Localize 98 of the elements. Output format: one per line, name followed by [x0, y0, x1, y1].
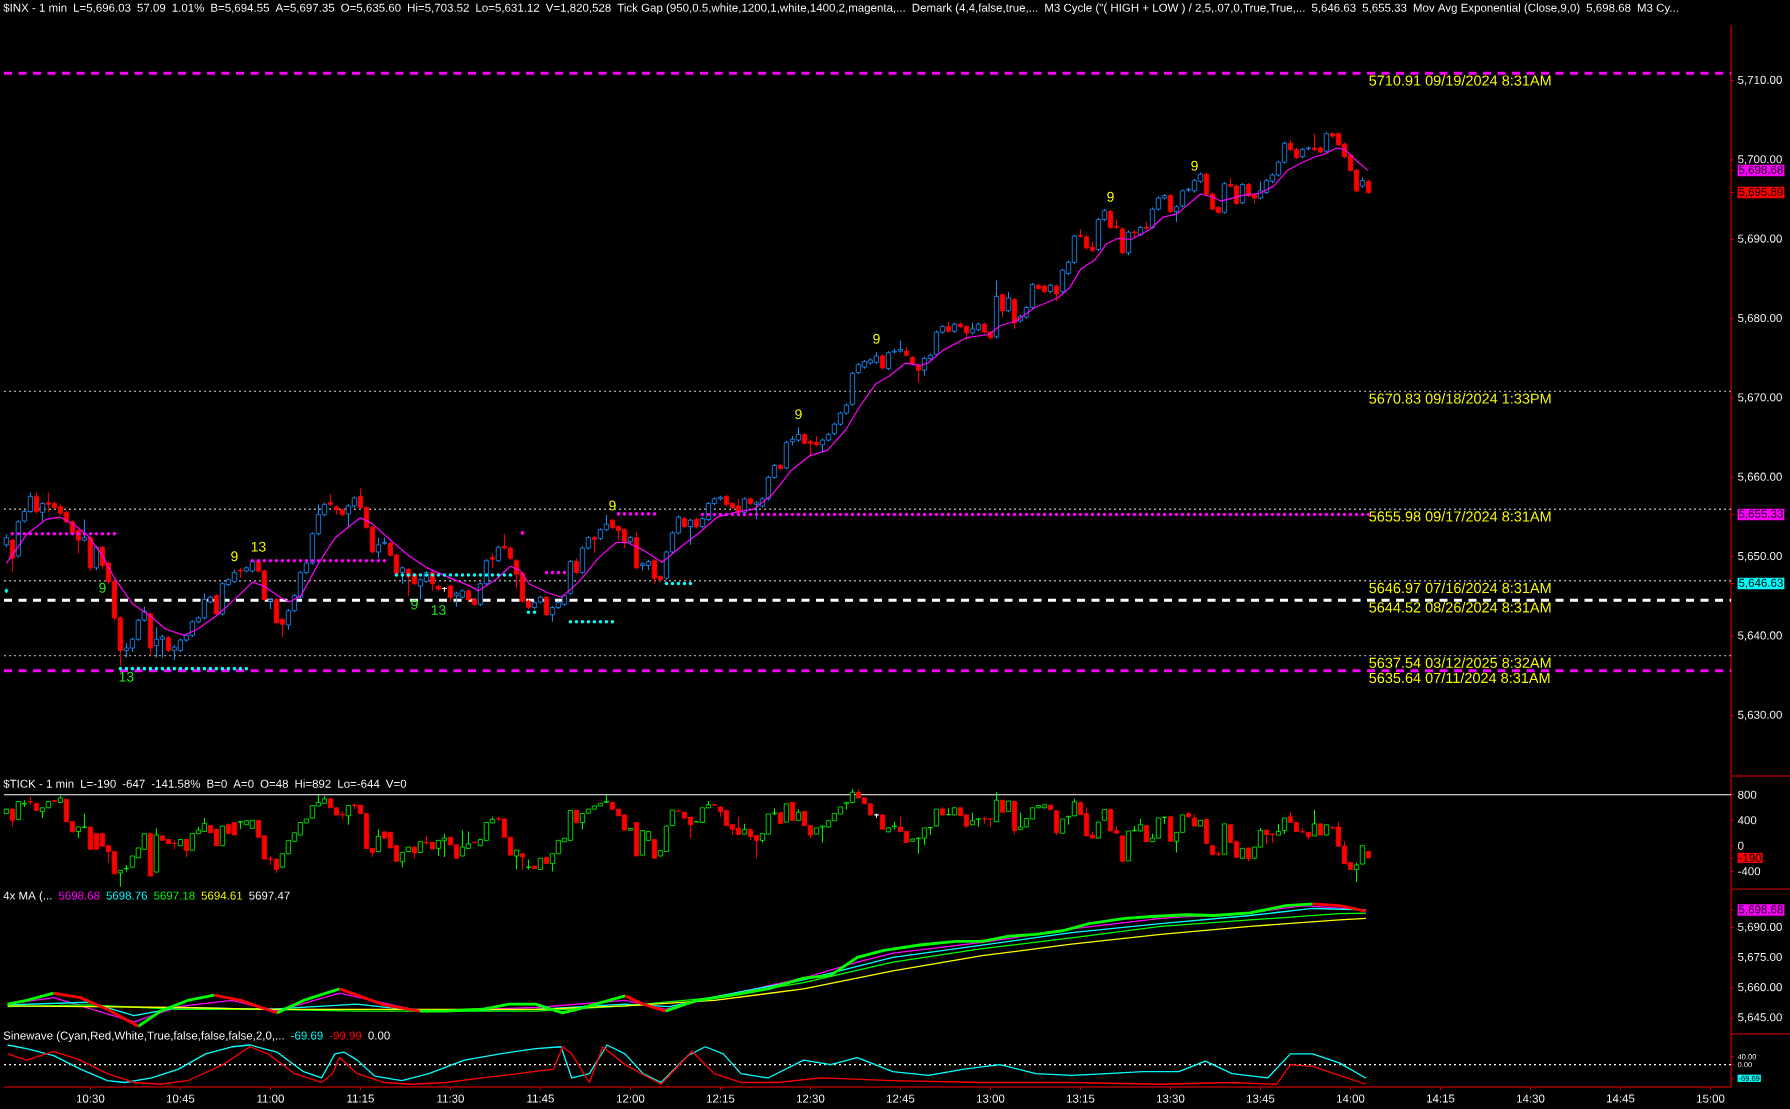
chart-title: 4x MA (... — [3, 891, 52, 902]
ref-line-label: 5637.54 03/12/2025 8:32AM — [1369, 657, 1551, 668]
y-tick-label: 5,640.00 — [1738, 631, 1782, 641]
series-label: -99.99 — [329, 1031, 362, 1040]
text: A=5,697.35 — [275, 3, 335, 14]
annotation: 9 — [231, 551, 238, 562]
annotation: -647 — [122, 779, 145, 788]
x-tick-label: 10:45 — [166, 1094, 195, 1103]
y-tick-label: 5,660.00 — [1738, 472, 1782, 483]
x-tick-label: 14:45 — [1607, 1094, 1635, 1103]
text: 5,646.63 — [1311, 3, 1356, 14]
x-tick-label: 12:15 — [706, 1094, 735, 1103]
annotation: 9 — [99, 582, 106, 593]
y-tick-label: -400 — [1738, 867, 1761, 876]
annotation: 13 — [431, 605, 446, 615]
y-tick-label: 5,650.00 — [1738, 551, 1782, 562]
annotation: A=0 — [233, 779, 254, 788]
y-tick-label: 5,690.00 — [1738, 234, 1782, 245]
chart-title: Sinewave (Cyan,Red,White,True,false,false,false,2,0,... — [3, 1031, 284, 1042]
x-tick-label: 12:00 — [616, 1094, 645, 1103]
annotation: 0.00 — [368, 1031, 390, 1040]
ref-line-label: 5655.98 09/17/2024 8:31AM — [1369, 510, 1551, 522]
x-tick-label: 10:30 — [76, 1094, 105, 1103]
y-tick-label: 800 — [1738, 790, 1757, 799]
chart-title: $INX - 1 min — [3, 3, 67, 13]
ref-line-label: 5644.52 08/26/2024 8:31AM — [1369, 601, 1551, 613]
x-tick-label: 12:30 — [796, 1094, 825, 1103]
annotation: B=0 — [207, 779, 227, 788]
annotation: Lo=-644 — [338, 779, 380, 788]
x-tick-label: 15:00 — [1697, 1094, 1725, 1103]
x-tick-label: 13:45 — [1246, 1094, 1275, 1103]
text: Hi=5,703.52 — [408, 3, 469, 14]
annotation: 9 — [1191, 160, 1198, 171]
annotation: 13 — [251, 541, 266, 552]
x-tick-label: 11:15 — [347, 1094, 374, 1103]
text: O=5,635.60 — [341, 3, 401, 14]
text: L=5,696.03 — [74, 3, 131, 14]
annotation: 9 — [873, 333, 880, 344]
x-tick-label: 13:15 — [1066, 1094, 1095, 1103]
annotation: O=48 — [260, 779, 289, 788]
text: 57.09 — [137, 3, 166, 12]
x-tick-label: 11:00 — [257, 1094, 284, 1103]
y-tick-label: 5,655.33 — [1739, 509, 1783, 520]
x-tick-label: 13:00 — [976, 1094, 1005, 1103]
text: B=5,694.55 — [211, 3, 270, 14]
y-tick-label: 5,690.00 — [1738, 922, 1782, 933]
text: 5698.68 — [58, 891, 100, 900]
ref-line-label: 5635.64 07/11/2024 8:31AM — [1369, 672, 1550, 684]
x-tick-label: 14:30 — [1516, 1094, 1545, 1103]
y-tick-label: 5,698.68 — [1739, 165, 1783, 176]
text: V=1,820,528 — [545, 3, 611, 14]
y-tick-label: 5,645.00 — [1738, 1013, 1782, 1023]
y-tick-label: 5,630.00 — [1738, 710, 1782, 721]
text: 5,655.33 — [1362, 3, 1407, 14]
y-tick-label: 5,698.68 — [1739, 905, 1783, 915]
text: Mov Avg Exponential (Close,9,0) — [1413, 3, 1580, 15]
y-tick-label: 5,695.89 — [1739, 187, 1783, 198]
annotation: V=0 — [385, 779, 407, 788]
y-tick-label: -190 — [1739, 853, 1762, 862]
text: Tick Gap (950,0.5,white,1200,1,white,1400,2,magenta,... — [617, 3, 905, 15]
annotation: 5697.47 — [249, 891, 290, 900]
chart-title: $TICK - 1 min — [3, 779, 74, 789]
y-tick-label: 0 — [1738, 841, 1744, 850]
y-tick-label: 5,710.00 — [1738, 75, 1782, 86]
x-tick-label: 14:00 — [1336, 1094, 1365, 1103]
annotation: Hi=892 — [295, 779, 331, 788]
x-tick-label: 11:30 — [437, 1094, 464, 1103]
text: M3 Cycle ("( HIGH + LOW ) / 2,5,.07,0,True,True,... — [1045, 3, 1305, 15]
text: 5698.76 — [106, 891, 148, 900]
text: Lo=5,631.12 — [476, 3, 540, 14]
y-tick-label: 5,670.00 — [1738, 393, 1782, 403]
text: 5694.61 — [201, 891, 243, 900]
annotation: 9 — [411, 599, 418, 610]
ref-line-label: 5670.83 09/18/2024 1:33PM — [1369, 393, 1551, 404]
y-tick-label: 400 — [1737, 816, 1757, 825]
y-tick-label: 5,680.00 — [1738, 313, 1782, 324]
x-tick-label: 14:15 — [1426, 1094, 1455, 1103]
annotation: L=-190 — [81, 779, 116, 788]
series-label: -69.69 — [291, 1031, 323, 1040]
y-tick-label: 5,675.00 — [1738, 952, 1782, 963]
annotation: -141.58% — [151, 779, 201, 788]
annotation: 9 — [1107, 191, 1114, 202]
annotation: 9 — [795, 409, 802, 420]
x-tick-label: 13:30 — [1156, 1094, 1185, 1103]
x-tick-label: 12:45 — [886, 1094, 915, 1103]
text: 5697.18 — [154, 891, 195, 900]
x-tick-label: 11:45 — [527, 1094, 554, 1103]
y-tick-label: 5,700.00 — [1738, 155, 1782, 165]
text: M3 Cy... — [1637, 3, 1678, 15]
ref-line-label: 5710.91 09/19/2024 8:31AM — [1369, 75, 1551, 86]
annotation: 9 — [609, 500, 616, 511]
ref-line-label: 5646.97 07/16/2024 8:31AM — [1369, 582, 1551, 594]
text: 1.01% — [172, 3, 204, 12]
text: 5,698.68 — [1586, 3, 1631, 14]
y-tick-label: 5,646.63 — [1739, 578, 1783, 589]
y-tick-label: 5,660.00 — [1738, 983, 1782, 993]
annotation: 13 — [119, 671, 134, 682]
text: Demark (4,4,false,true,... — [912, 3, 1038, 15]
